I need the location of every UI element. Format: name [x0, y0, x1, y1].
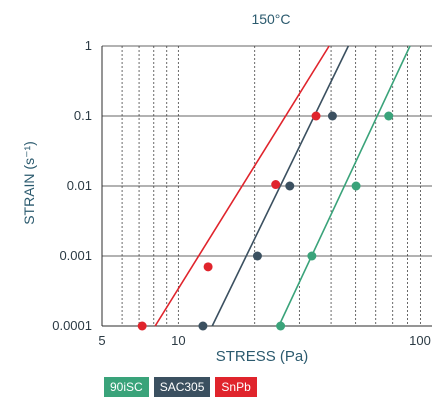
legend: 90iSC SAC305 SnPb	[104, 377, 257, 397]
data-point-90isc	[351, 181, 361, 191]
x-tick-labels: 5 10 100	[98, 333, 430, 348]
y-tick-label: 0.001	[59, 248, 92, 263]
x-tick-label: 10	[171, 333, 185, 348]
y-gridlines	[102, 45, 432, 327]
data-point-snpb	[203, 262, 213, 272]
y-tick-label: 0.1	[74, 108, 92, 123]
data-points	[137, 111, 394, 331]
data-point-snpb	[271, 180, 281, 190]
data-point-snpb	[311, 111, 321, 121]
fit-line-90isc	[278, 45, 411, 327]
y-tick-label: 1	[85, 38, 92, 53]
fit-lines	[154, 45, 411, 327]
data-point-sac305	[285, 181, 295, 191]
x-tick-label: 5	[98, 333, 105, 348]
x-tick-label: 100	[409, 333, 431, 348]
legend-item-snpb: SnPb	[215, 377, 257, 397]
y-tick-labels: 0.0001 0.001 0.01 0.1 1	[52, 38, 92, 333]
x-axis-label: STRESS (Pa)	[216, 348, 309, 365]
data-point-sac305	[198, 321, 208, 331]
fit-line-sac305	[211, 45, 350, 327]
legend-item-90isc: 90iSC	[104, 377, 149, 397]
y-tick-label: 0.01	[67, 178, 92, 193]
data-point-snpb	[137, 321, 147, 331]
chart-title: 150°C	[251, 11, 290, 27]
y-axis-label: STRAIN (s⁻¹)	[21, 141, 37, 225]
data-point-sac305	[327, 111, 337, 121]
y-tick-label: 0.0001	[52, 318, 92, 333]
legend-item-sac305: SAC305	[153, 377, 211, 397]
fit-line-snpb	[154, 45, 330, 327]
data-point-90isc	[307, 251, 317, 261]
data-point-90isc	[276, 321, 286, 331]
data-point-sac305	[252, 251, 262, 261]
data-point-90isc	[384, 111, 394, 121]
